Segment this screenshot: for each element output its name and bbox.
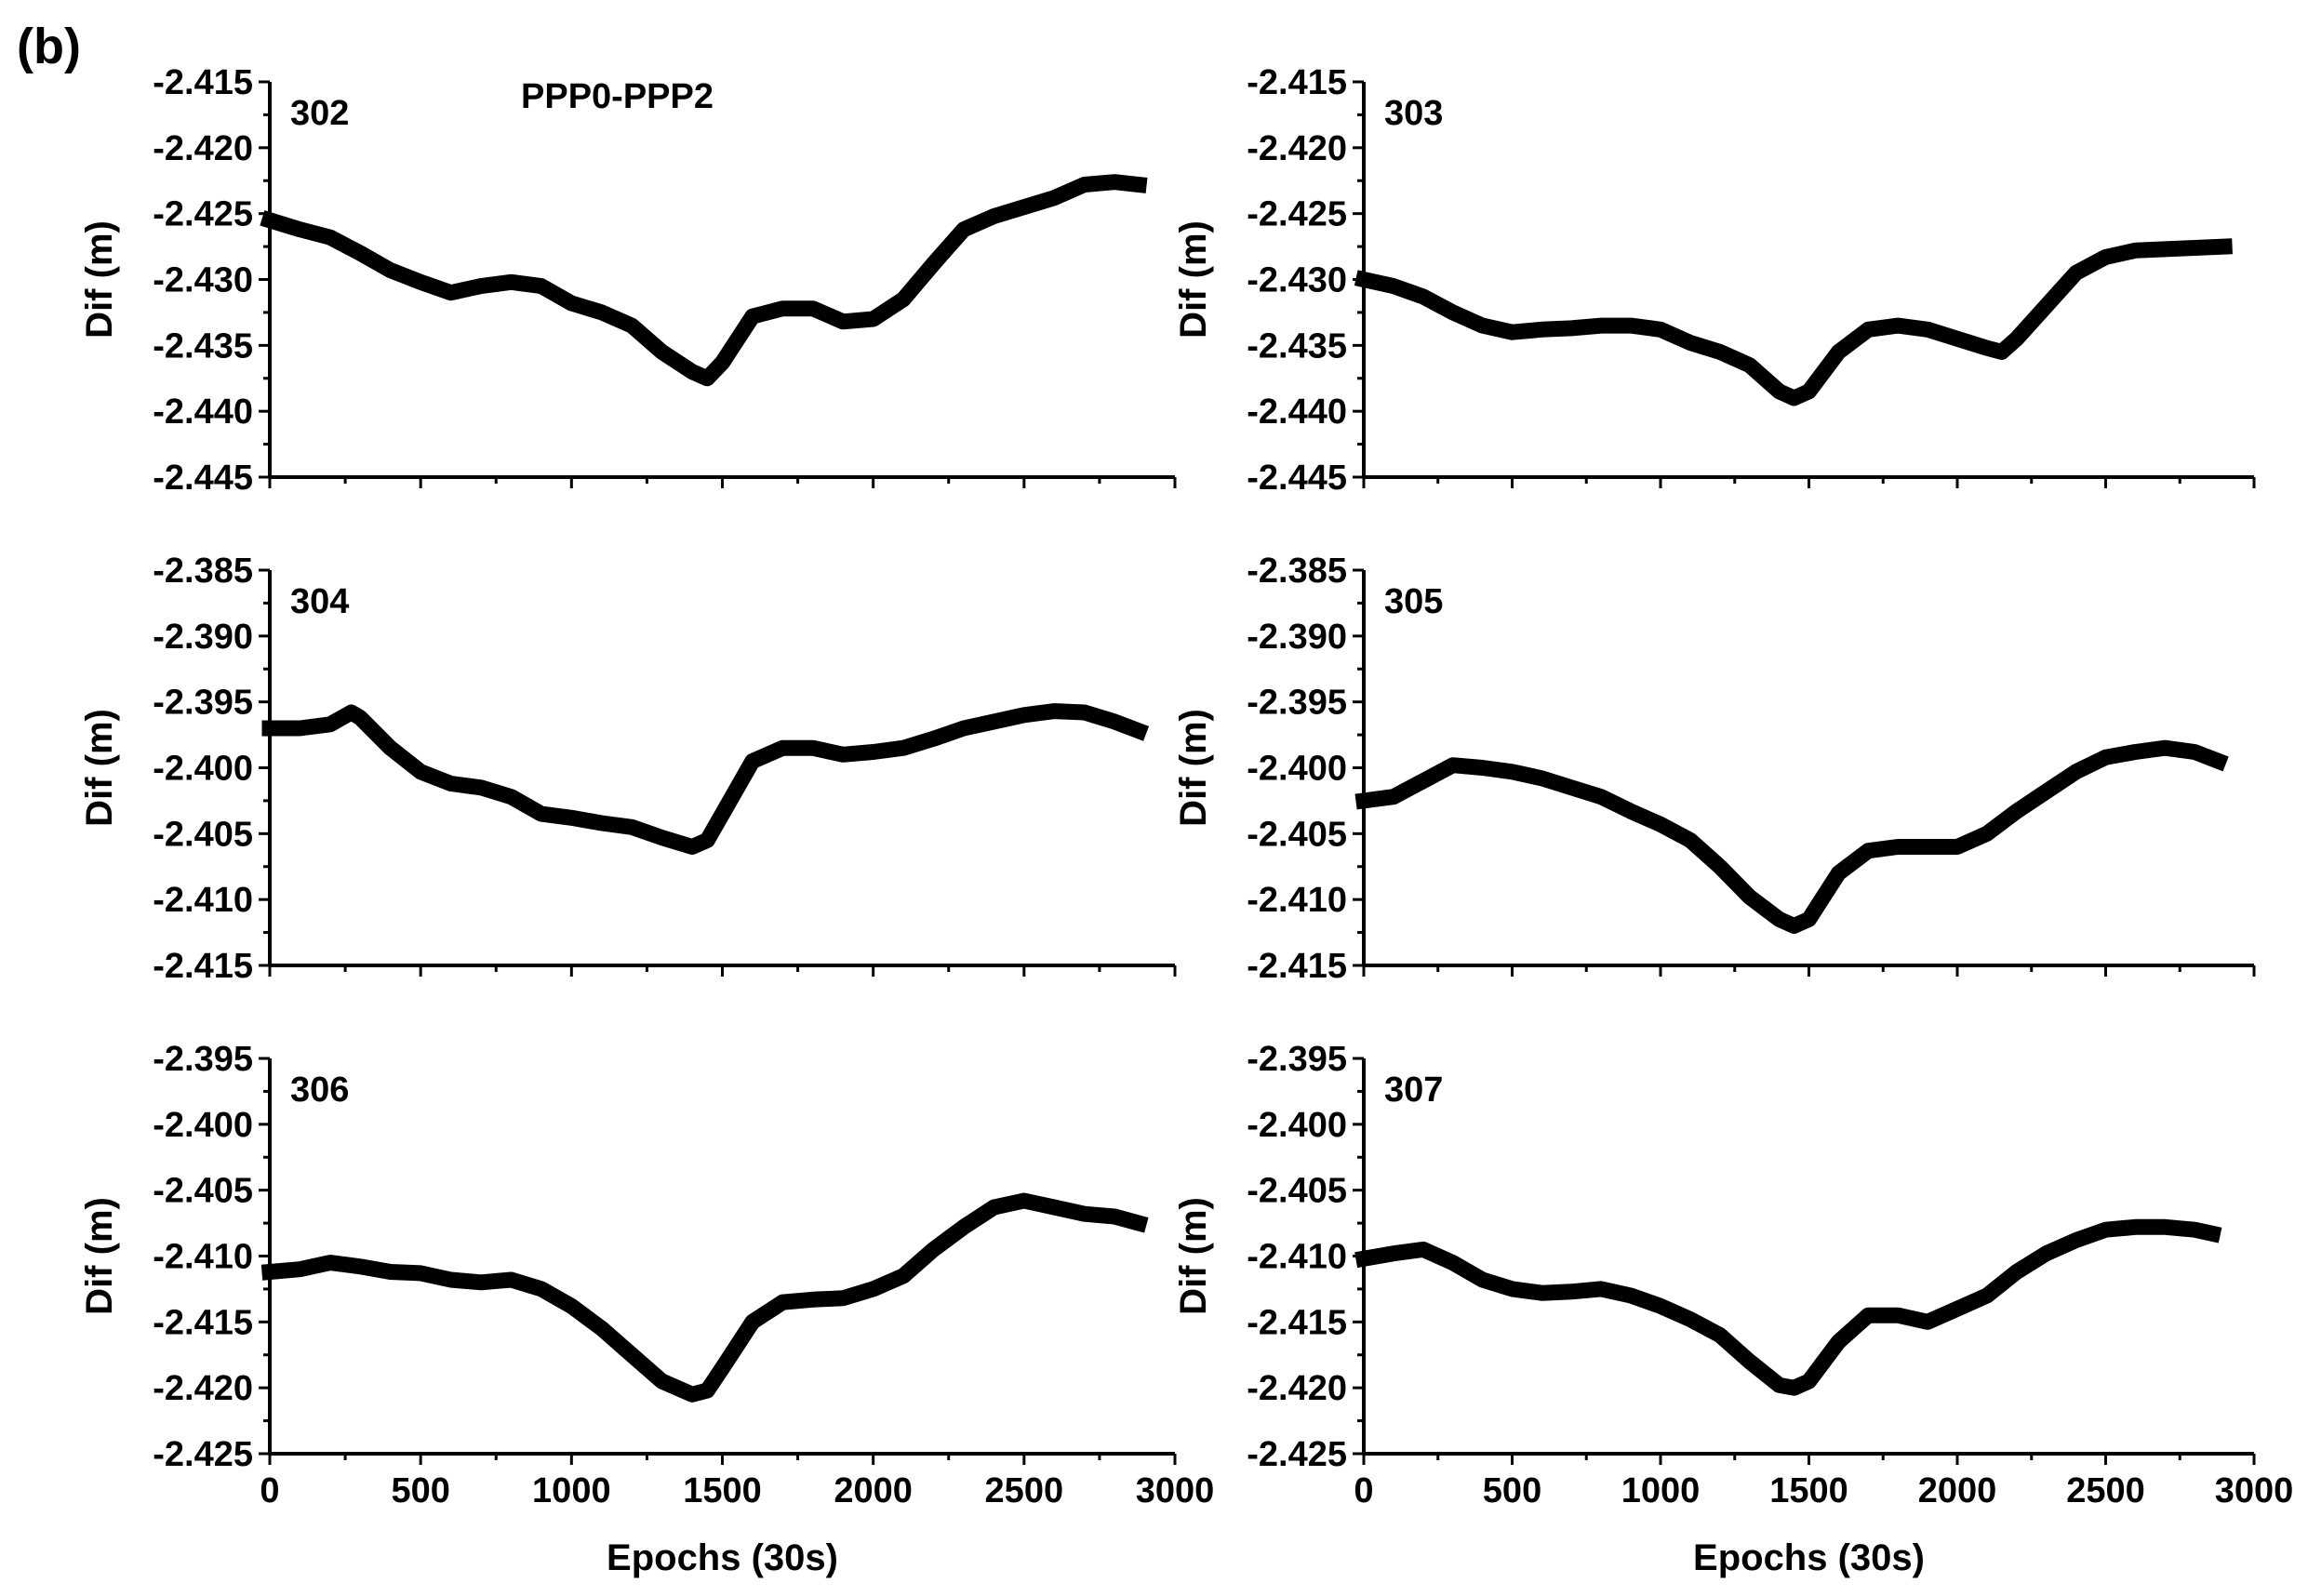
chart-title: PPP0-PPP2: [521, 77, 714, 116]
y-tick-label: -2.400: [1247, 1106, 1347, 1145]
panel-303: -2.415 -2.420 -2.425 -2.430 -2.435 -2.440 -2.4…: [1173, 63, 2256, 498]
y-tick-label: -2.440: [153, 392, 253, 432]
y-tick-label: -2.410: [153, 1238, 253, 1277]
x-tick-label: 3000: [2215, 1471, 2294, 1510]
x-tick-label: 1500: [1769, 1471, 1848, 1510]
y-tick-label: -2.420: [153, 1369, 253, 1408]
y-tick-label: -2.420: [1247, 129, 1347, 168]
y-tick-label: -2.410: [153, 881, 253, 920]
x-axis-title: Epochs (30s): [1693, 1537, 1925, 1578]
x-tick-label: 1000: [1621, 1471, 1701, 1510]
y-tick-label: -2.415: [1247, 63, 1347, 102]
y-tick-label: -2.405: [1247, 1172, 1347, 1211]
x-tick-label: 3000: [1136, 1471, 1215, 1510]
figure-label: (b): [17, 19, 81, 74]
y-tick-label: -2.410: [1247, 881, 1347, 920]
panel-305: -2.385 -2.390 -2.395 -2.400 -2.405 -2.410 -2.4…: [1173, 552, 2256, 986]
y-tick-label: -2.415: [1247, 1303, 1347, 1342]
x-tick-label: 0: [260, 1471, 279, 1510]
series-line-307: [1354, 1218, 2222, 1396]
x-tick-label: 2000: [1918, 1471, 1997, 1510]
x-tick-label: 1500: [683, 1471, 762, 1510]
panel-306: -2.395 -2.400 -2.405 -2.410 -2.415 -2.420 -2.4…: [79, 1040, 1214, 1578]
y-tick-label: -2.390: [1247, 618, 1347, 657]
series-line-304: [261, 703, 1150, 855]
x-tick-label: 2500: [2066, 1471, 2145, 1510]
station-label: 303: [1384, 94, 1443, 133]
series-line-302: [260, 174, 1148, 387]
station-label: 307: [1384, 1071, 1443, 1110]
y-tick-label: -2.425: [153, 1435, 253, 1474]
y-tick-label: -2.400: [153, 1106, 253, 1145]
y-tick-label: -2.385: [153, 552, 253, 591]
y-axis-title: Dif (m): [79, 709, 120, 827]
y-axis-title: Dif (m): [1173, 220, 1214, 339]
y-tick-label: -2.405: [153, 815, 253, 854]
x-tick-label: 2000: [834, 1471, 913, 1510]
y-tick-label: -2.410: [1247, 1238, 1347, 1277]
panel-307: -2.395 -2.400 -2.405 -2.410 -2.415 -2.420 -2.4…: [1173, 1040, 2293, 1578]
y-axis-title: Dif (m): [79, 220, 120, 339]
y-tick-label: -2.415: [153, 1303, 253, 1342]
y-tick-label: -2.385: [1247, 552, 1347, 591]
y-tick-label: -2.405: [1247, 815, 1347, 854]
y-tick-label: -2.425: [1247, 1435, 1347, 1474]
y-tick-label: -2.435: [153, 326, 253, 366]
y-tick-label: -2.400: [153, 750, 253, 789]
y-tick-label: -2.420: [1247, 1369, 1347, 1408]
y-tick-label: -2.430: [153, 261, 253, 300]
y-tick-label: -2.445: [1247, 459, 1347, 498]
panels-group: -2.415 -2.420 -2.425 -2.430 -2.435 -2.440 -2.4…: [79, 63, 2293, 1578]
y-axis-title: Dif (m): [1173, 1197, 1214, 1315]
y-axis-title: Dif (m): [1173, 709, 1214, 827]
station-label: 306: [290, 1071, 349, 1110]
panel-302: -2.415 -2.420 -2.425 -2.430 -2.435 -2.440 -2.4…: [79, 63, 1177, 498]
x-axis-title: Epochs (30s): [607, 1537, 838, 1578]
y-axis-title: Dif (m): [79, 1197, 120, 1315]
x-tick-label: 2500: [985, 1471, 1064, 1510]
station-label: 304: [290, 582, 349, 621]
panel-304: -2.385 -2.390 -2.395 -2.400 -2.405 -2.410 -2.4…: [79, 552, 1177, 986]
y-tick-label: -2.395: [153, 1040, 253, 1079]
y-tick-label: -2.440: [1247, 392, 1347, 432]
y-tick-label: -2.395: [1247, 684, 1347, 723]
station-label: 302: [290, 94, 349, 133]
station-label: 305: [1384, 582, 1443, 621]
x-tick-label: 500: [391, 1471, 449, 1510]
x-tick-label: 1000: [532, 1471, 611, 1510]
y-tick-label: -2.435: [1247, 326, 1347, 366]
y-tick-label: -2.415: [153, 947, 253, 986]
y-tick-label: -2.425: [153, 195, 253, 234]
series-line-303: [1354, 238, 2233, 406]
y-tick-label: -2.395: [153, 684, 253, 723]
y-tick-label: -2.420: [153, 129, 253, 168]
x-tick-label: 500: [1483, 1471, 1541, 1510]
y-tick-label: -2.415: [1247, 947, 1347, 986]
y-tick-label: -2.400: [1247, 750, 1347, 789]
series-line-306: [260, 1192, 1149, 1403]
y-tick-label: -2.445: [153, 459, 253, 498]
y-tick-label: -2.405: [153, 1172, 253, 1211]
y-tick-label: -2.425: [1247, 195, 1347, 234]
y-tick-label: -2.390: [153, 618, 253, 657]
y-tick-label: -2.395: [1247, 1040, 1347, 1079]
y-tick-label: -2.430: [1247, 261, 1347, 300]
x-tick-label: 0: [1354, 1471, 1373, 1510]
y-tick-label: -2.415: [153, 63, 253, 102]
series-line-305: [1354, 739, 2229, 934]
